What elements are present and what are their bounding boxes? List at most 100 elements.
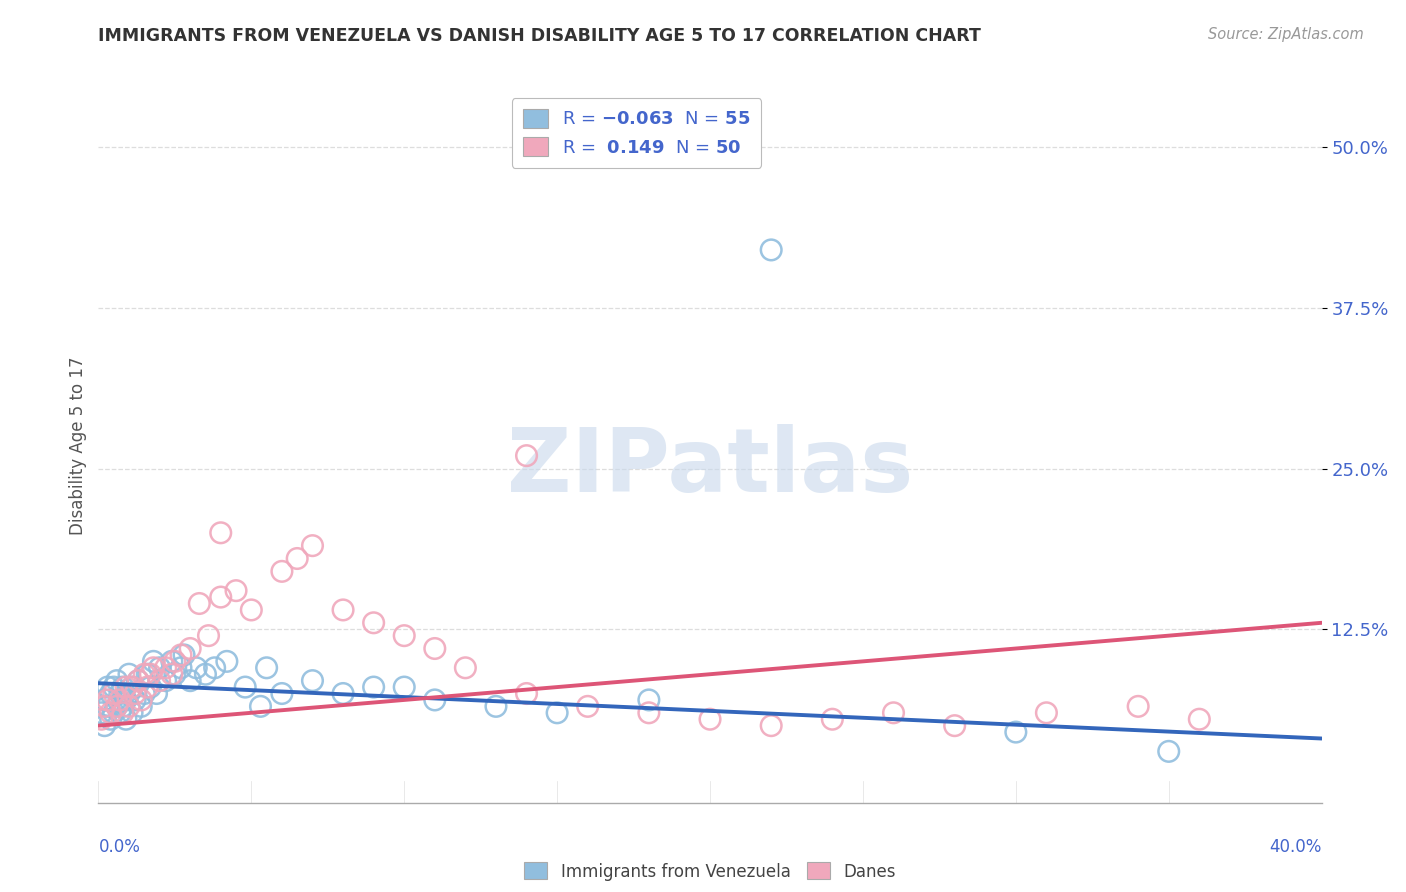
Text: 0.0%: 0.0% [98,838,141,856]
Point [209,590,232,604]
Legend: Immigrants from Venezuela, Danes: Immigrants from Venezuela, Danes [517,855,903,888]
Point [115,712,138,726]
Point [136,667,159,681]
Point [173,648,195,662]
Point [139,680,162,694]
Point [516,449,538,463]
Point [301,673,323,688]
Point [108,693,131,707]
Point [170,648,193,662]
Text: ZIPatlas: ZIPatlas [508,424,912,511]
Point [93,719,115,733]
Point [139,667,162,681]
Point [160,654,183,668]
Point [108,706,131,720]
Point [100,686,122,700]
Point [188,597,211,611]
Point [423,641,446,656]
Point [121,680,143,694]
Point [215,654,238,668]
Text: Source: ZipAtlas.com: Source: ZipAtlas.com [1208,27,1364,42]
Point [179,673,201,688]
Point [100,712,122,726]
Point [363,615,385,630]
Point [821,712,844,726]
Point [392,680,416,694]
Point [225,583,247,598]
Point [118,699,141,714]
Point [105,699,128,714]
Point [759,243,782,257]
Point [423,693,446,707]
Point [209,525,232,540]
Point [129,693,152,707]
Point [1128,699,1150,714]
Point [124,686,146,700]
Point [576,699,599,714]
Point [108,686,131,700]
Point [111,706,134,720]
Point [170,661,193,675]
Point [454,661,477,675]
Point [546,706,568,720]
Point [233,680,256,694]
Point [142,661,165,675]
Point [759,719,782,733]
Point [145,686,167,700]
Point [637,693,661,707]
Point [115,680,138,694]
Point [270,565,292,579]
Point [127,673,149,688]
Point [97,693,120,707]
Point [1004,725,1026,739]
Point [332,686,354,700]
Point [256,661,278,675]
Point [699,712,721,726]
Point [105,699,128,714]
Point [90,706,112,720]
Point [301,539,323,553]
Point [93,693,115,707]
Point [163,654,186,668]
Text: IMMIGRANTS FROM VENEZUELA VS DANISH DISABILITY AGE 5 TO 17 CORRELATION CHART: IMMIGRANTS FROM VENEZUELA VS DANISH DISA… [98,27,981,45]
Point [1188,712,1211,726]
Point [100,706,122,720]
Point [179,641,201,656]
Point [332,603,354,617]
Point [363,680,385,694]
Point [103,706,125,720]
Point [943,719,966,733]
Point [1157,744,1180,758]
Point [155,673,177,688]
Point [392,629,416,643]
Point [160,667,183,681]
Point [240,603,263,617]
Point [90,712,112,726]
Point [155,661,177,675]
Point [103,686,125,700]
Point [149,661,172,675]
Point [121,680,143,694]
Point [270,686,292,700]
Point [97,699,120,714]
Point [93,699,115,714]
Point [134,686,156,700]
Point [1035,706,1057,720]
Point [485,699,508,714]
Point [516,686,538,700]
Point [186,661,208,675]
Point [111,699,134,714]
Point [124,693,146,707]
Point [637,706,661,720]
Point [136,680,159,694]
Y-axis label: Disability Age 5 to 17: Disability Age 5 to 17 [69,357,87,535]
Point [883,706,905,720]
Point [118,686,141,700]
Point [105,673,128,688]
Point [103,680,125,694]
Text: 40.0%: 40.0% [1270,838,1322,856]
Point [194,667,217,681]
Point [197,629,219,643]
Point [249,699,271,714]
Point [285,551,308,566]
